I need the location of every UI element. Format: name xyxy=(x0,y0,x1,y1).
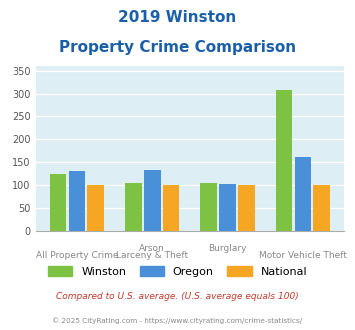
Text: Motor Vehicle Theft: Motor Vehicle Theft xyxy=(259,251,347,260)
Bar xyxy=(219,184,236,231)
Bar xyxy=(201,183,217,231)
Text: © 2025 CityRating.com - https://www.cityrating.com/crime-statistics/: © 2025 CityRating.com - https://www.city… xyxy=(53,317,302,324)
Bar xyxy=(87,185,104,231)
Text: Property Crime Comparison: Property Crime Comparison xyxy=(59,40,296,54)
Text: All Property Crime: All Property Crime xyxy=(36,251,118,260)
Bar xyxy=(295,157,311,231)
Text: Compared to U.S. average. (U.S. average equals 100): Compared to U.S. average. (U.S. average … xyxy=(56,292,299,301)
Text: Burglary: Burglary xyxy=(208,244,247,253)
Bar xyxy=(163,185,179,231)
Bar xyxy=(125,183,142,231)
Bar xyxy=(69,171,85,231)
Bar xyxy=(276,90,293,231)
Text: Arson: Arson xyxy=(140,244,165,253)
Text: Larceny & Theft: Larceny & Theft xyxy=(116,251,188,260)
Bar xyxy=(313,185,330,231)
Bar xyxy=(50,174,66,231)
Bar xyxy=(238,185,255,231)
Bar xyxy=(144,170,160,231)
Legend: Winston, Oregon, National: Winston, Oregon, National xyxy=(43,261,312,281)
Text: 2019 Winston: 2019 Winston xyxy=(118,10,237,25)
